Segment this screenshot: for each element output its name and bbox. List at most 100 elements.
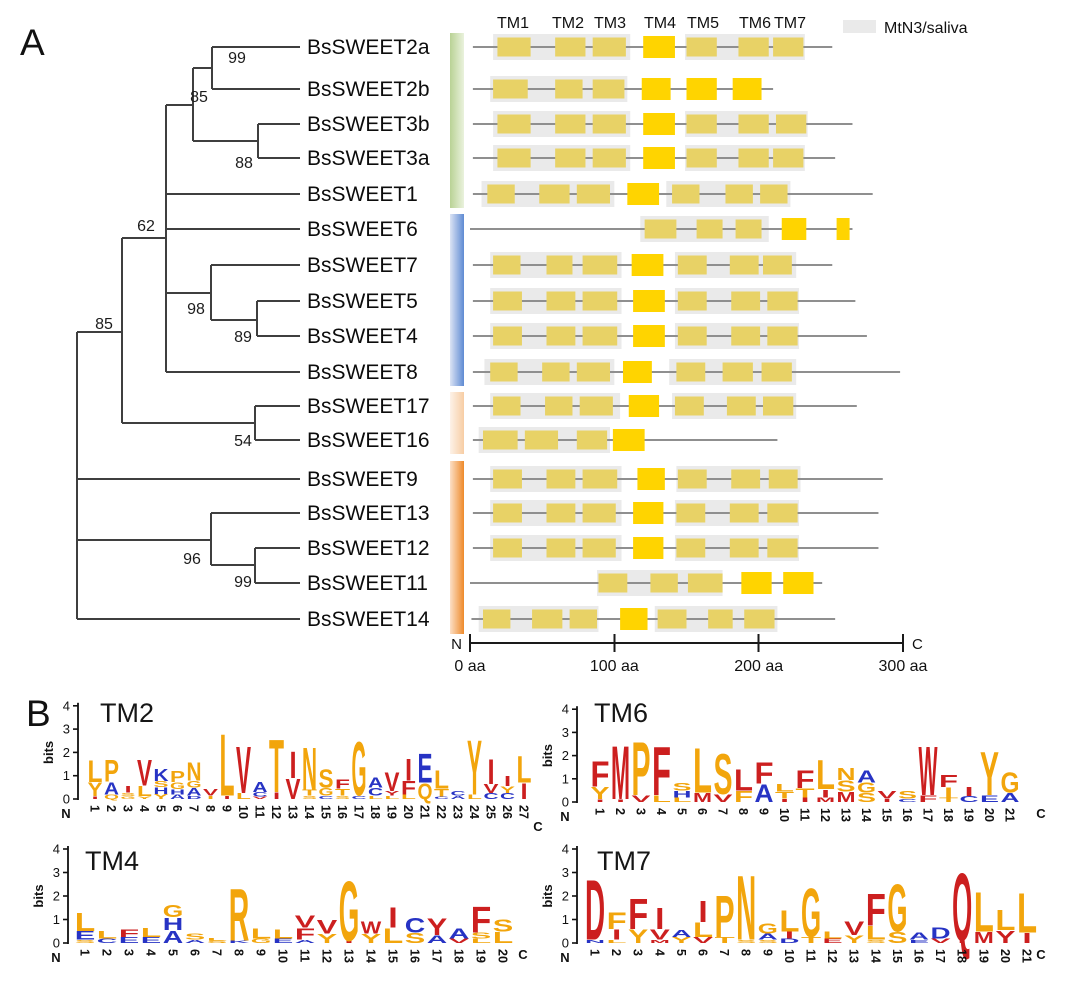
tm-helix-box [582,255,618,275]
logo-n-label: N [51,950,60,965]
tm-helix-box [686,114,717,134]
logo-letter: L [974,880,994,943]
tm-helix-box [493,538,522,558]
tree-leaf-label: BsSWEET13 [307,502,430,525]
tm-helix-box [657,609,687,629]
logo-letter: A [163,927,184,947]
logo-letter: M [693,791,712,805]
logo-position-label: 18 [955,949,969,963]
logo-letter: L [693,918,713,941]
logo-y-tick-label: 2 [562,889,569,904]
bootstrap-label: 85 [190,89,208,106]
logo-letter: A [427,933,448,945]
logo-position-label: 7 [210,949,224,956]
logo-letter: V [632,793,651,804]
tree-leaf-label: BsSWEET3b [307,113,430,136]
tm-helix-box [722,362,753,382]
logo-bits-label: bits [41,741,56,764]
logo-letter: Y [995,927,1015,947]
tm-helix-box-divergent [622,361,652,383]
tm-column-label: TM7 [774,15,806,32]
logo-position-label: 6 [695,808,709,815]
logo-position-label: 4 [144,949,158,956]
logo-position-label: 17 [933,949,947,963]
logo-y-tick-label: 2 [63,745,70,760]
logo-letter: V [317,916,338,938]
logo-y-tick-label: 0 [63,792,70,807]
logo-position-label: 1 [593,808,607,815]
tm-helix-box-divergent [686,78,717,100]
tm-helix-box [598,573,628,593]
logo-letter: L [1017,881,1037,944]
sequence-logo-TM7: 01234bitsTM7ND1LIF2YF3MVI4YA5VLI6TP7SN8S… [540,842,1046,966]
logo-letter: C [405,913,426,937]
logo-letter: Q [104,793,119,800]
logo-position-label: 17 [430,949,444,963]
logo-letter: S [75,939,96,944]
domain-row [472,145,836,171]
logo-letter: H [170,788,185,796]
tm-helix-box-divergent [641,78,671,100]
logo-letter: F [628,891,648,939]
logo-letter: T [434,787,449,799]
logo-letter: I [883,798,892,803]
tree-leaf-label: BsSWEET9 [307,468,418,491]
domain-row [472,288,856,314]
logo-y-tick-label: 2 [53,889,60,904]
tm-helix-box [738,114,769,134]
logo-letter: I [405,753,412,788]
logo-letter: A [909,931,929,942]
panel-a-label: A [20,22,45,63]
logo-letter: V [878,789,897,802]
tm-helix-box [592,79,625,99]
logo-letter: L [607,939,627,944]
tm-helix-box [696,219,723,239]
logo-position-label: 7 [187,805,201,812]
logo-letter: M [837,790,856,806]
tm-column-label: TM2 [552,15,584,32]
tm-helix-box [726,396,756,416]
logo-letter: G [121,795,136,799]
clade-bar [450,214,464,386]
tm-helix-box [768,469,798,489]
logo-position-label: 21 [1003,808,1017,822]
logo-position-label: 7 [716,808,730,815]
logo-letter: S [887,928,907,946]
bootstrap-label: 89 [234,329,252,346]
logo-letter: S [866,939,886,944]
tm-helix-box [738,37,769,57]
logo-position-label: 13 [847,949,861,963]
bootstrap-label: 96 [183,551,201,568]
logo-position-label: 14 [364,949,378,963]
logo-c-label: C [1036,806,1046,821]
bootstrap-label: 99 [228,50,246,67]
tm-helix-box [497,148,531,168]
bootstrap-label: 54 [234,433,252,450]
logo-letter: L [251,925,272,942]
logo-y-tick-label: 3 [63,722,70,737]
logo-letter: A [1001,791,1020,805]
logo-letter: V [203,788,218,798]
tm-helix-box [762,396,794,416]
logo-letter: I [821,788,830,801]
logo-letter: Y [628,925,648,947]
logo-letter: S [493,915,514,935]
logo-letter: F [295,925,316,943]
tm-helix-box [555,148,586,168]
logo-position-label: 20 [982,808,996,822]
sequence-logo-TM6: 01234bitsTM6IYF1IM2VP3LF4LHS5ML6VS7FL8AF… [540,698,1046,824]
tm-helix-box [592,37,626,57]
logo-position-label: 11 [804,949,818,962]
logo-letter: F [591,754,610,795]
logo-letter: M [650,939,670,944]
logo-letter: F [471,899,492,941]
tree-leaf-label: BsSWEET8 [307,361,418,384]
logo-letter: A [253,780,268,796]
axis-tick-label: 100 aa [590,658,639,675]
n-terminus-label: N [451,636,462,653]
logo-letter: Y [844,933,865,946]
logo-letter: Y [671,936,691,945]
bootstrap-label: 88 [235,155,253,172]
logo-letter: S [857,791,876,805]
logo-letter: S [185,933,206,942]
